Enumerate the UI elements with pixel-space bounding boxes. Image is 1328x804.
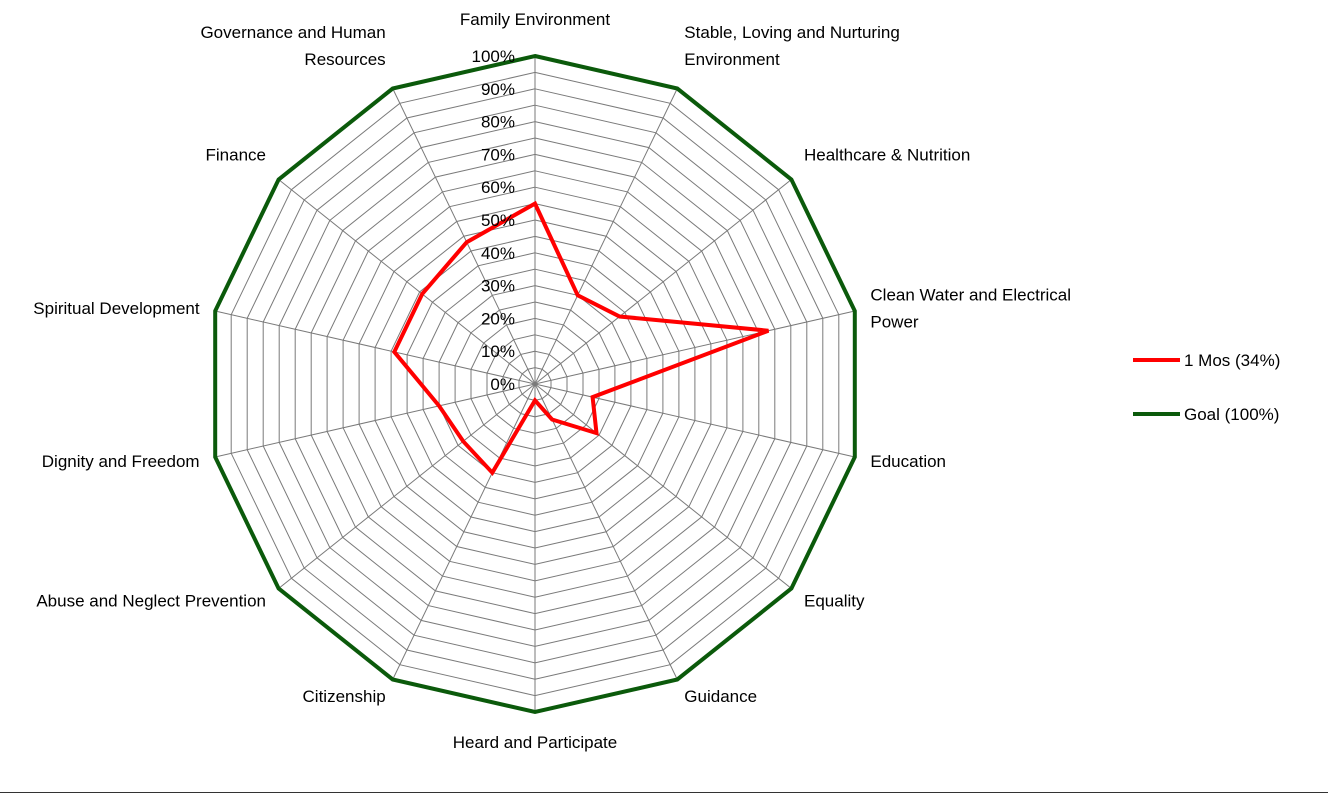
spoke-line: [534, 310, 855, 385]
category-label: Healthcare & Nutrition: [804, 146, 970, 165]
spoke-line: [534, 88, 678, 385]
category-label: Finance: [206, 146, 266, 165]
category-label: Abuse and Neglect Prevention: [36, 592, 266, 611]
radial-tick-label: 90%: [481, 80, 515, 99]
category-label: Family Environment: [460, 10, 610, 29]
spoke-line: [534, 383, 792, 589]
spoke-line: [534, 383, 678, 680]
category-label: Dignity and Freedom: [42, 452, 200, 471]
series-line: [213, 53, 857, 715]
category-label: Education: [870, 452, 946, 471]
radial-tick-label: 40%: [481, 244, 515, 263]
spoke-line: [215, 310, 536, 385]
radial-tick-label: 70%: [481, 145, 515, 164]
category-label: Spiritual Development: [33, 299, 200, 318]
spoke-line: [278, 179, 536, 385]
radar-series: [213, 53, 857, 715]
radial-tick-label: 100%: [472, 47, 515, 66]
spoke-line: [534, 383, 855, 458]
spoke-line: [215, 383, 536, 458]
radial-tick-label: 60%: [481, 178, 515, 197]
spoke-line: [278, 383, 536, 589]
category-labels: Family Environment Stable, Loving and Nur…: [33, 10, 1071, 752]
radial-tick-label: 50%: [481, 211, 515, 230]
category-label: Clean Water and Electrical Power: [870, 286, 1071, 332]
radar-spokes: [215, 56, 855, 712]
radial-tick-label: 0%: [490, 375, 515, 394]
series-line: [391, 200, 770, 477]
category-label: Guidance: [684, 687, 757, 706]
spoke-line: [392, 383, 536, 680]
category-label: Heard and Participate: [453, 733, 617, 752]
category-label: Citizenship: [303, 687, 386, 706]
radial-tick-labels: 0% 10% 20% 30% 40% 50% 60% 70% 80% 90% 100%: [472, 47, 515, 394]
category-label: Governance and Human Resources: [200, 23, 385, 69]
radial-tick-label: 30%: [481, 277, 515, 296]
radial-tick-label: 80%: [481, 113, 515, 132]
category-label: Equality: [804, 592, 865, 611]
legend-label: 1 Mos (34%): [1184, 351, 1280, 370]
spoke-line: [392, 88, 536, 385]
legend-label: Goal (100%): [1184, 405, 1279, 424]
legend: 1 Mos (34%) Goal (100%): [1133, 351, 1280, 424]
radial-tick-label: 20%: [481, 309, 515, 328]
spoke-line: [534, 179, 792, 385]
radial-tick-label: 10%: [481, 342, 515, 361]
category-label: Stable, Loving and Nurturing Environment: [684, 23, 899, 69]
bottom-divider: [0, 792, 1328, 793]
